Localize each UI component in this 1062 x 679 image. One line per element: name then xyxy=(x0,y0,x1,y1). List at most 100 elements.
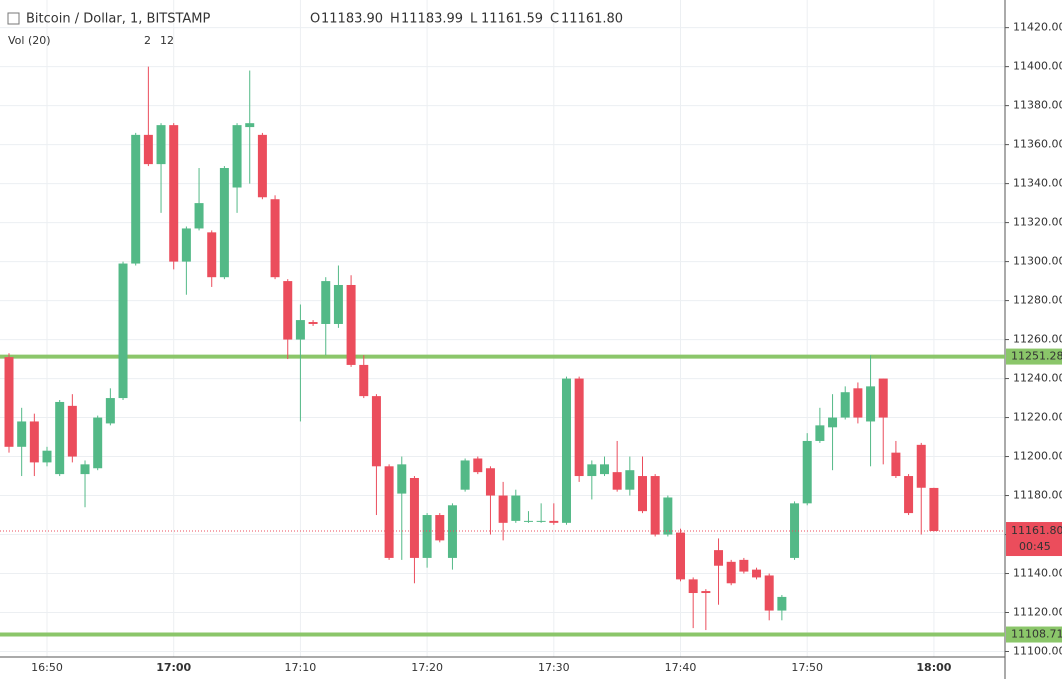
y-tick-label: 11320.00 xyxy=(1013,216,1062,229)
candle-body xyxy=(790,503,800,558)
candle-body xyxy=(17,421,27,447)
candle-body xyxy=(143,134,153,165)
candle-body xyxy=(397,464,407,494)
candle-body xyxy=(904,476,914,514)
candle-body xyxy=(321,281,331,324)
countdown: 00:45 xyxy=(1019,540,1051,553)
candle-body xyxy=(638,476,647,512)
candle-body xyxy=(473,458,483,473)
candle-body xyxy=(878,378,888,418)
candle-body xyxy=(4,357,14,447)
level-label-box xyxy=(1006,626,1062,643)
x-tick-label: 17:10 xyxy=(285,661,317,674)
x-tick-label: 17:00 xyxy=(156,661,191,674)
candle-body xyxy=(929,487,939,532)
y-tick-label: 11100.00 xyxy=(1013,645,1062,658)
candle-body xyxy=(802,440,812,504)
ohlc-key: H xyxy=(390,12,400,27)
candle-body xyxy=(676,532,686,580)
ohlc-value: 11161.59 xyxy=(481,12,543,27)
candle-body xyxy=(232,125,242,188)
ohlc-value: 11161.80 xyxy=(561,12,623,27)
candle-body xyxy=(714,550,724,566)
y-tick-label: 11240.00 xyxy=(1013,372,1062,385)
y-tick-label: 11300.00 xyxy=(1013,255,1062,268)
candle-body xyxy=(359,364,369,397)
candle-body xyxy=(815,425,825,441)
volume-up: 12 xyxy=(160,34,174,47)
candle-body xyxy=(409,477,419,558)
candle-body xyxy=(612,472,622,490)
candle-body xyxy=(891,452,901,477)
candle-body xyxy=(853,388,863,418)
candle-body xyxy=(346,284,356,365)
candle-body xyxy=(270,199,280,278)
ohlc-value: 11183.90 xyxy=(321,12,383,27)
y-tick-label: 11360.00 xyxy=(1013,138,1062,151)
y-tick-label: 11420.00 xyxy=(1013,21,1062,34)
candle-body xyxy=(726,561,736,584)
candle-body xyxy=(118,263,128,399)
candle-body xyxy=(688,579,698,594)
candle-body xyxy=(67,405,77,457)
candle-body xyxy=(308,322,318,324)
candle-body xyxy=(485,468,495,496)
candle-body xyxy=(549,520,559,523)
x-tick-label: 17:40 xyxy=(665,661,697,674)
level-label: 11108.71 xyxy=(1011,628,1062,641)
candle-body xyxy=(739,559,749,572)
candle-body xyxy=(460,460,470,490)
candle-body xyxy=(156,125,166,165)
x-tick-label: 18:00 xyxy=(916,661,951,674)
last-price-box xyxy=(1006,522,1062,557)
candle-body xyxy=(283,281,293,340)
candle-body xyxy=(587,464,597,477)
volume-down: 2 xyxy=(144,34,151,47)
y-tick-label: 11380.00 xyxy=(1013,99,1062,112)
candle-body xyxy=(777,596,787,611)
x-tick-label: 16:50 xyxy=(31,661,63,674)
x-tick-label: 17:30 xyxy=(538,661,570,674)
candle-body xyxy=(916,444,926,488)
candle-body xyxy=(219,168,229,278)
candle-body xyxy=(42,450,52,463)
x-tick-label: 17:50 xyxy=(791,661,823,674)
level-label: 11251.28 xyxy=(1011,350,1062,363)
candle-body xyxy=(169,125,179,262)
candle-body xyxy=(55,401,65,475)
ohlc-value: 11183.99 xyxy=(401,12,463,27)
candle-body xyxy=(422,515,432,558)
candle-body xyxy=(435,515,445,541)
y-tick-label: 11180.00 xyxy=(1013,489,1062,502)
candle-body xyxy=(333,284,343,324)
candle-body xyxy=(131,134,141,264)
y-tick-label: 11280.00 xyxy=(1013,294,1062,307)
candle-body xyxy=(840,392,850,418)
y-tick-label: 11260.00 xyxy=(1013,333,1062,346)
candle-body xyxy=(498,495,508,523)
candle-body xyxy=(511,495,521,521)
candle-body xyxy=(764,575,774,611)
plot-background xyxy=(0,0,1005,657)
candle-body xyxy=(295,320,305,340)
candle-body xyxy=(650,476,660,535)
ohlc-key: C xyxy=(550,12,559,27)
candle-body xyxy=(371,396,381,467)
candle-body xyxy=(194,203,204,229)
ohlc-key: L xyxy=(470,12,478,27)
x-tick-label: 17:20 xyxy=(411,661,443,674)
candle-body xyxy=(105,398,115,424)
y-tick-label: 11340.00 xyxy=(1013,177,1062,190)
candle-body xyxy=(561,378,571,523)
candle-body xyxy=(207,232,217,278)
candle-body xyxy=(625,470,635,490)
y-tick-label: 11400.00 xyxy=(1013,60,1062,73)
candle-body xyxy=(257,134,267,198)
candle-body xyxy=(752,569,762,578)
y-tick-label: 11200.00 xyxy=(1013,450,1062,463)
candle-body xyxy=(181,228,191,262)
candle-body xyxy=(447,505,457,558)
y-tick-label: 11220.00 xyxy=(1013,411,1062,424)
level-label-box xyxy=(1006,348,1062,365)
